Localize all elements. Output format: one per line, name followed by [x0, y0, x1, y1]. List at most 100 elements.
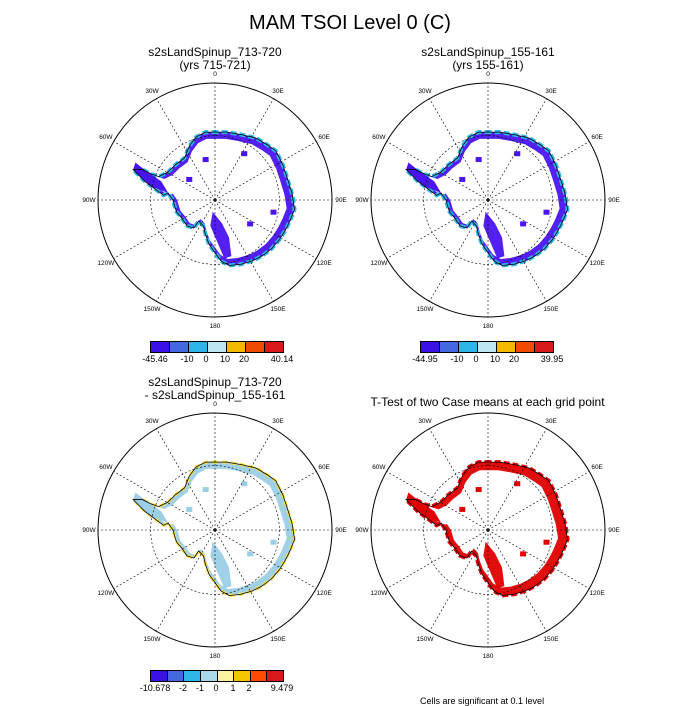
longitude-label: 30E	[545, 88, 557, 95]
legend3-tick: 1	[230, 683, 236, 693]
longitude-label: 90W	[355, 527, 369, 534]
interior-cell	[247, 551, 254, 557]
legend3-tick: -1	[195, 683, 204, 693]
main-title: MAM TSOI Level 0 (C)	[249, 12, 451, 34]
map-panel-1: 0 30E 60E 90E 120E 150E 180 150W 120W 90W 60W 30W	[82, 71, 347, 330]
longitude-label: 120E	[317, 260, 333, 267]
meridian-line	[214, 141, 317, 201]
longitude-label: 30W	[418, 418, 432, 425]
interior-cell	[543, 209, 550, 215]
longitude-label: 60E	[591, 134, 603, 141]
interior-cell	[475, 487, 482, 493]
legend-colorbar-panel3	[150, 670, 284, 682]
longitude-label: 90W	[82, 197, 96, 204]
legend-swatch	[264, 341, 284, 353]
peninsula-field	[406, 492, 442, 523]
legend2-min: -44.95	[412, 354, 438, 364]
meridian-line	[214, 199, 317, 259]
longitude-label: 120W	[97, 260, 115, 267]
interior-cell	[459, 176, 466, 182]
legend-swatch	[233, 670, 251, 682]
meridian-line	[156, 98, 216, 201]
meridian-line	[386, 529, 489, 589]
longitude-label: 60W	[99, 134, 113, 141]
longitude-label: 150W	[144, 306, 162, 313]
longitude-label: 90E	[608, 197, 620, 204]
interior-cell	[543, 539, 550, 545]
longitude-label: 30W	[145, 418, 159, 425]
interior-cell	[186, 506, 193, 512]
legend-swatch	[439, 341, 459, 353]
meridian-line	[386, 471, 489, 531]
interior-cell	[247, 221, 254, 227]
legend3-min: -10.678	[139, 683, 171, 693]
legend3-max: 9.479	[270, 683, 294, 693]
longitude-label: 0	[486, 401, 490, 408]
meridian-line	[429, 199, 489, 302]
ross-field	[210, 541, 232, 589]
coastline	[132, 461, 295, 596]
legend2-tick: 0	[473, 354, 479, 364]
meridian-line	[429, 98, 489, 201]
legend-swatch	[534, 341, 554, 353]
meridian-line	[214, 199, 274, 302]
meridian-line	[487, 529, 547, 632]
legend-swatch	[477, 341, 497, 353]
map-panel-2: 0 30E 60E 90E 120E 150E 180 150W 120W 90W 60W 30W	[355, 71, 620, 330]
legend1-tick: 0	[203, 354, 209, 364]
legend-colorbar-panel1	[150, 341, 284, 353]
longitude-label: 0	[486, 71, 490, 78]
map-panel-4: 0 30E 60E 90E 120E 150E 180 150W 120W 90W 60W 30W	[355, 401, 620, 660]
legend-swatch	[183, 670, 201, 682]
longitude-label: 90W	[355, 197, 369, 204]
longitude-label: 30E	[272, 88, 284, 95]
legend-swatch	[150, 670, 168, 682]
legend-swatch	[249, 670, 268, 682]
longitude-label: 180	[210, 653, 221, 660]
interior-cell	[475, 157, 482, 163]
longitude-label: 150W	[417, 636, 435, 643]
interior-cell	[202, 487, 209, 493]
interior-cell	[520, 221, 527, 227]
longitude-label: 0	[213, 71, 217, 78]
panel4-title-line1: T-Test of two Case means at each grid po…	[370, 395, 605, 409]
coastal-field-band	[133, 132, 295, 266]
significance-note: Cells are significant at 0.1 level	[420, 696, 545, 706]
longitude-label: 120W	[97, 590, 115, 597]
meridian-line	[214, 428, 274, 531]
legend-swatch	[199, 670, 218, 682]
legend-swatch	[515, 341, 535, 353]
longitude-label: 120E	[590, 590, 606, 597]
meridian-line	[429, 428, 489, 531]
panel3-title: s2sLandSpinup_713-720 - s2sLandSpinup_15…	[115, 376, 315, 402]
legend-swatch	[169, 341, 189, 353]
meridian-line	[113, 471, 216, 531]
legend-swatch	[266, 670, 284, 682]
interior-cell	[459, 506, 466, 512]
meridian-line	[487, 529, 590, 589]
longitude-label: 180	[210, 323, 221, 330]
meridian-line	[113, 141, 216, 201]
meridian-line	[487, 471, 590, 531]
ross-field	[483, 541, 505, 589]
longitude-label: 60W	[99, 464, 113, 471]
longitude-label: 60E	[318, 134, 330, 141]
longitude-label: 30E	[545, 418, 557, 425]
meridian-line	[214, 529, 317, 589]
legend-swatch	[188, 341, 208, 353]
interior-cell	[270, 209, 277, 215]
longitude-label: 60W	[372, 464, 386, 471]
meridian-line	[156, 428, 216, 531]
panel3-title-line2: - s2sLandSpinup_155-161	[144, 388, 286, 402]
longitude-label: 120E	[317, 590, 333, 597]
legend-swatch	[496, 341, 516, 353]
legend-swatch	[216, 670, 235, 682]
legend-swatch	[420, 341, 440, 353]
coastline	[405, 131, 568, 266]
legend1-tick: -10	[180, 354, 194, 364]
legend2-tick: 20	[508, 354, 519, 364]
longitude-label: 150E	[270, 306, 286, 313]
meridian-line	[214, 529, 274, 632]
coastline	[132, 131, 295, 266]
